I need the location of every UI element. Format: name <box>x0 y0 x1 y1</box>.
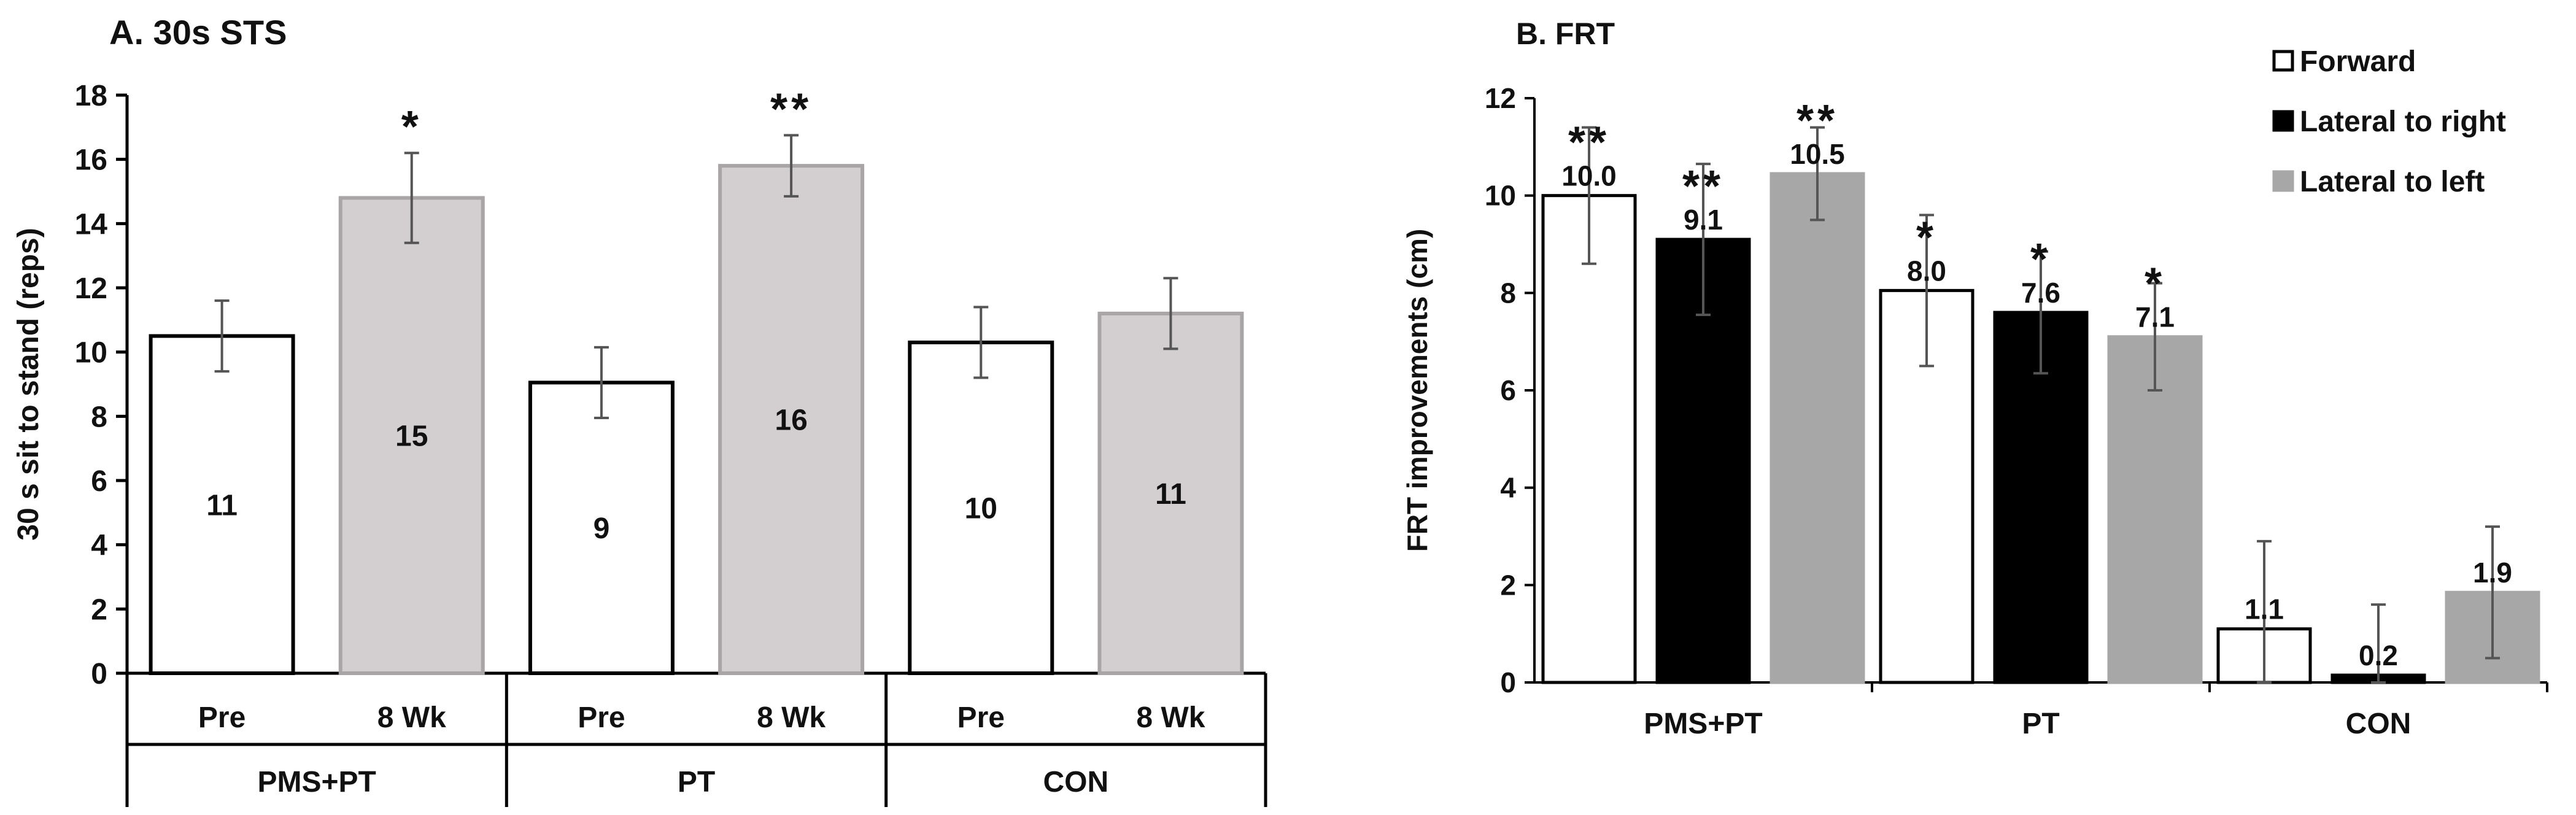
significance-marker: * <box>2145 260 2165 309</box>
significance-marker: ** <box>1797 96 1838 145</box>
y-tick-label: 6 <box>1500 374 1516 406</box>
y-tick-label: 12 <box>75 272 107 305</box>
y-axis-label: 30 s sit to stand (reps) <box>12 228 45 540</box>
chart-panel-a: A. 30s STS 0 2 4 6 8 10 12 14 16 18 30 s sit to sta… <box>12 13 1267 807</box>
bar-con-pre <box>908 340 1054 675</box>
data-label: 7.6 <box>2021 277 2060 309</box>
y-tick-label: 10 <box>1485 180 1516 212</box>
y-tick-label: 2 <box>91 593 107 626</box>
bar-pt-8-wk <box>718 164 865 675</box>
y-tick-label: 4 <box>91 530 107 562</box>
data-label: 16 <box>775 404 807 437</box>
data-label: 10.5 <box>1790 138 1845 170</box>
legend-swatch <box>2272 110 2294 132</box>
y-tick-label: 0 <box>91 658 107 690</box>
category-tick-label: 8 Wk <box>1136 701 1205 734</box>
data-label: 1.9 <box>2473 557 2512 589</box>
x-tick-label: PT <box>2022 708 2059 740</box>
y-axis-label: FRT improvements (cm) <box>1401 229 1433 552</box>
y-tick-label: 14 <box>75 208 108 241</box>
y-tick-label: 16 <box>75 144 107 177</box>
chart-title: A. 30s STS <box>109 13 287 52</box>
data-label: 7.1 <box>2135 301 2175 333</box>
data-label: 9.1 <box>1684 204 1723 236</box>
y-tick-label: 6 <box>91 465 107 498</box>
data-label: 11 <box>206 489 238 522</box>
y-tick-label: 8 <box>1500 277 1516 309</box>
x-tick-label: PMS+PT <box>1644 708 1762 740</box>
y-tick-label: 10 <box>75 337 107 369</box>
y-tick-label: 2 <box>1500 569 1516 601</box>
data-label: 8.0 <box>1907 255 1946 287</box>
category-tick-label: 8 Wk <box>757 701 826 734</box>
legend-label: Forward <box>2300 45 2416 78</box>
bar-forward-pms-pt <box>1541 194 1637 684</box>
group-label: CON <box>1043 766 1108 798</box>
y-tick-label: 12 <box>1485 82 1516 114</box>
legend-label: Lateral to right <box>2300 106 2506 138</box>
data-label: 9 <box>594 512 610 545</box>
legend-label: Lateral to left <box>2300 166 2485 198</box>
category-tick-label: Pre <box>578 701 625 734</box>
significance-marker: * <box>401 102 422 152</box>
category-tick-label: 8 Wk <box>377 701 446 734</box>
bar-pms-pt-8-wk <box>338 196 485 675</box>
group-label: PMS+PT <box>257 766 376 798</box>
x-tick-label: CON <box>2346 708 2412 740</box>
chart-panel-b: B. FRT 0 2 4 6 8 10 12 FRT improvements (cm) PMS+… <box>1401 17 2548 740</box>
significance-marker: ** <box>1568 118 1610 168</box>
significance-marker: ** <box>770 85 812 134</box>
bar-pt-pre <box>528 380 675 676</box>
group-label: PT <box>678 766 715 798</box>
data-label: 1.1 <box>2245 593 2284 625</box>
data-label: 10 <box>965 492 997 525</box>
significance-marker: * <box>1916 213 1937 262</box>
y-tick-label: 8 <box>91 401 107 433</box>
category-tick-label: Pre <box>198 701 246 734</box>
data-label: 11 <box>1155 478 1186 511</box>
bar-pms-pt-pre <box>149 334 295 675</box>
y-tick-label: 4 <box>1500 472 1516 504</box>
data-label: 0.2 <box>2359 639 2398 671</box>
significance-marker: * <box>2030 235 2051 284</box>
bar-lateral-to-left-pms-pt <box>1770 172 1865 684</box>
legend-swatch <box>2272 50 2294 72</box>
bar-lateral-to-left-pt <box>2107 335 2203 684</box>
chart-title: B. FRT <box>1516 17 1615 51</box>
significance-marker: ** <box>1682 162 1724 211</box>
category-tick-label: Pre <box>957 701 1005 734</box>
y-tick-label: 0 <box>1500 666 1516 698</box>
data-label: 10.0 <box>1561 160 1617 192</box>
y-tick-label: 18 <box>75 80 107 112</box>
data-label: 15 <box>395 420 428 453</box>
legend-swatch <box>2272 170 2294 192</box>
